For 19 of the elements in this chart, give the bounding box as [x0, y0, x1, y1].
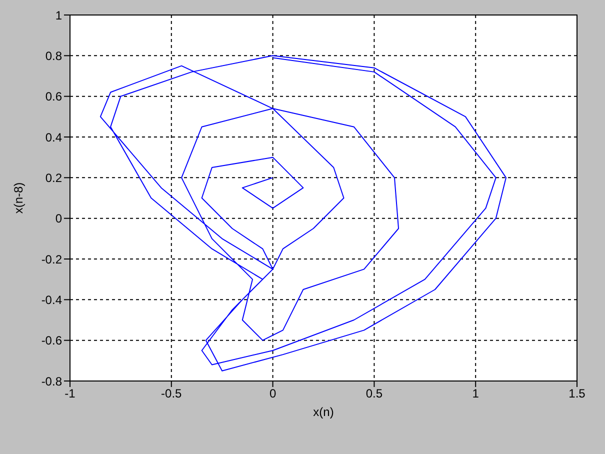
x-tick-label: 1.5	[568, 386, 586, 401]
y-tick-label: 0.2	[45, 170, 62, 185]
y-tick-label: 0	[55, 212, 62, 226]
x-tick-label: 0	[269, 386, 276, 401]
y-tick-label: 0.6	[45, 90, 62, 104]
x-tick-label: -1	[64, 386, 76, 401]
y-tick-label: -0.6	[41, 334, 62, 348]
x-tick-label: -0.5	[161, 386, 182, 401]
x-axis-title: x(n)	[313, 405, 334, 419]
x-tick-label: 1	[472, 386, 480, 401]
x-tick-label: 0.5	[366, 386, 383, 401]
y-axis-title: x(n-8)	[11, 182, 26, 214]
y-tick-label: -0.8	[41, 374, 62, 388]
y-tick-label: -0.4	[41, 292, 62, 307]
y-tick-label: 0.8	[45, 48, 62, 63]
line-series	[100, 55, 507, 372]
y-tick-label: -0.2	[41, 252, 62, 266]
y-tick-label: 1	[55, 8, 62, 22]
y-tick-label: 0.4	[45, 130, 62, 144]
